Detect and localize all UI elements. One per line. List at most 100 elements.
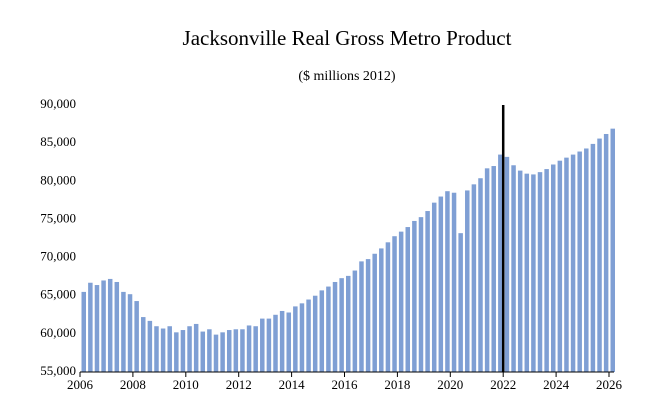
bar (107, 278, 113, 372)
bar (465, 190, 470, 372)
bar (564, 157, 569, 372)
y-tick-label: 60,000 (40, 325, 76, 340)
bar (127, 294, 133, 372)
y-tick-label: 90,000 (40, 96, 76, 111)
bar (187, 326, 192, 372)
y-tick-label: 75,000 (40, 210, 76, 225)
y-tick-label: 55,000 (40, 363, 76, 378)
x-tick-label: 2022 (490, 377, 516, 392)
bar (550, 164, 556, 372)
bar (312, 295, 318, 372)
bar (220, 332, 225, 372)
bar (240, 329, 245, 372)
bar (352, 270, 358, 372)
chart-subtitle: ($ millions 2012) (298, 69, 396, 84)
bar (94, 285, 100, 372)
bar (332, 281, 338, 372)
bar (471, 184, 477, 372)
bar (141, 317, 146, 372)
x-tick-label: 2012 (226, 377, 252, 392)
bar (603, 133, 609, 372)
bar (445, 191, 450, 372)
bar (458, 233, 463, 372)
bar (226, 330, 232, 372)
bar (438, 196, 444, 372)
y-tick-label: 65,000 (40, 287, 76, 302)
bar (114, 281, 120, 372)
bar (101, 280, 106, 372)
bar (451, 192, 457, 372)
bar (167, 326, 172, 372)
bar (431, 202, 437, 372)
bar (372, 253, 377, 372)
bar (326, 286, 331, 372)
bar (484, 168, 490, 372)
bar (504, 156, 510, 372)
bar (260, 318, 265, 372)
bar (246, 325, 252, 372)
bar (597, 138, 602, 372)
chart-title: Jacksonville Real Gross Metro Product (183, 26, 512, 50)
bar (81, 291, 86, 372)
bar (544, 169, 549, 372)
bar (392, 236, 397, 372)
bar (577, 151, 582, 372)
bar (412, 220, 417, 372)
x-tick-label: 2010 (173, 377, 199, 392)
bar (160, 328, 166, 372)
bar (379, 248, 384, 372)
bar (279, 310, 285, 372)
bar (266, 318, 272, 372)
bar (200, 331, 206, 372)
bar (154, 326, 159, 372)
x-tick-label: 2008 (120, 377, 146, 392)
bar (398, 231, 404, 372)
x-tick-label: 2018 (384, 377, 410, 392)
bar (498, 154, 503, 372)
bar (478, 178, 483, 372)
bar (213, 334, 219, 372)
bar (306, 299, 311, 372)
bar (121, 291, 126, 372)
bar (207, 329, 212, 372)
bar (88, 282, 93, 372)
bar (405, 227, 411, 372)
x-tick-label: 2020 (437, 377, 463, 392)
x-tick-label: 2024 (543, 377, 570, 392)
y-tick-label: 80,000 (40, 172, 76, 187)
bar (537, 172, 543, 372)
bar (425, 211, 430, 372)
bar (557, 160, 563, 372)
x-tick-label: 2006 (67, 377, 94, 392)
bar (524, 173, 530, 372)
bar (365, 259, 371, 372)
bar (180, 330, 186, 372)
x-tick-label: 2016 (332, 377, 359, 392)
bar (590, 143, 596, 372)
bar (299, 303, 305, 372)
bar (193, 323, 199, 372)
bar (531, 174, 536, 372)
bar (584, 148, 589, 372)
x-tick-label: 2014 (279, 377, 306, 392)
bar (418, 217, 424, 372)
bar (570, 154, 576, 372)
y-tick-label: 70,000 (40, 249, 76, 264)
bar (517, 170, 523, 372)
bar (147, 320, 153, 372)
bar (339, 278, 344, 372)
bar (253, 326, 258, 372)
bar (174, 332, 179, 372)
bar (359, 261, 364, 372)
y-tick-label: 85,000 (40, 134, 76, 149)
bar (319, 290, 325, 372)
bar (293, 306, 298, 372)
bar (134, 301, 139, 372)
bar (346, 275, 351, 372)
bar (511, 165, 516, 372)
bar (610, 128, 615, 372)
bar (491, 166, 496, 372)
x-tick-label: 2026 (596, 377, 623, 392)
bar (385, 242, 391, 372)
